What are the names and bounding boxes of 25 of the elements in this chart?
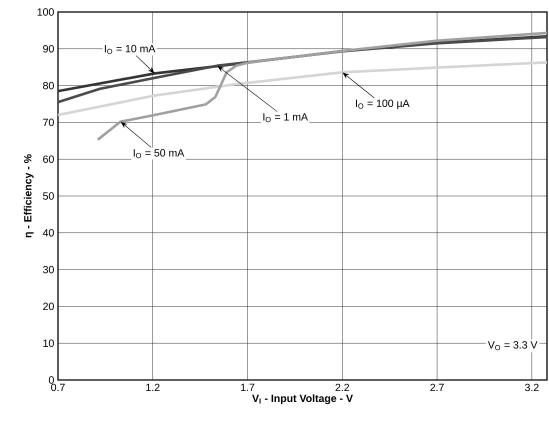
y-tick-label: 60 bbox=[43, 155, 54, 163]
y-axis-title: η - Efficiency - % bbox=[24, 154, 34, 238]
x-tick-label: 1.7 bbox=[241, 384, 254, 391]
x-tick-label: 2.2 bbox=[336, 384, 350, 392]
y-tick-label: 10 bbox=[43, 339, 54, 347]
text: I$_{O}$ = 1 mA bbox=[263, 113, 308, 122]
y-tick-label: 90 bbox=[43, 45, 54, 53]
y-tick-label: 50 bbox=[43, 192, 54, 200]
annotation: V$_{O}$ = 3.3 V bbox=[488, 341, 538, 350]
text: V$_{I}$ - Input Voltage - V bbox=[252, 394, 353, 404]
text: I$_{O}$ = 100 µA bbox=[356, 100, 410, 110]
series-label: I$_{O}$ = 10 mA bbox=[104, 44, 156, 54]
x-tick-label: 3.2 bbox=[524, 384, 539, 392]
x-tick-label: 0.7 bbox=[51, 384, 65, 392]
y-tick-label: 30 bbox=[43, 266, 54, 274]
x-tick-label: 1.2 bbox=[146, 384, 160, 392]
y-tick-label: 20 bbox=[43, 302, 54, 310]
y-tick-label: 0 bbox=[48, 376, 54, 384]
x-tick-label: 2.7 bbox=[430, 384, 444, 392]
y-tick-label: 40 bbox=[42, 229, 54, 237]
text: I$_{O}$ = 50 mA bbox=[134, 149, 184, 158]
y-tick-label: 80 bbox=[43, 82, 54, 90]
y-tick-label: 70 bbox=[43, 118, 54, 126]
y-tick-label: 100 bbox=[38, 8, 54, 16]
line-series bbox=[96, 32, 548, 141]
